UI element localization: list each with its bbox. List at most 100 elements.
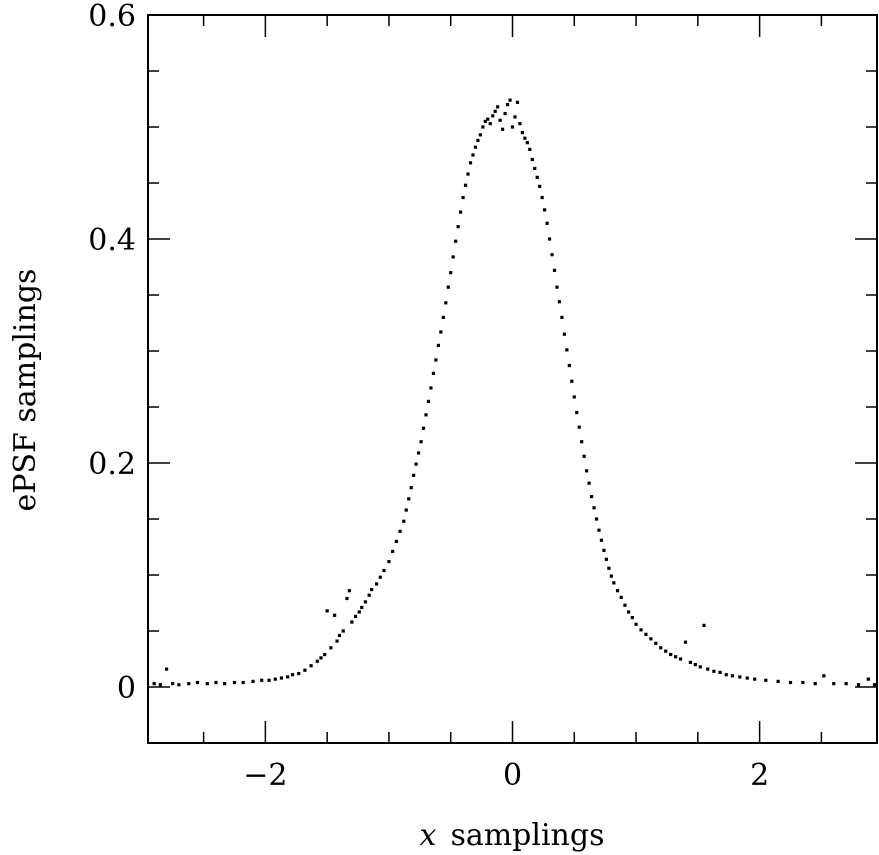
data-point [466,172,470,176]
data-point [592,506,596,510]
data-point [813,682,817,686]
data-point [332,613,337,617]
data-point [594,517,599,521]
data-point [297,671,301,676]
data-point [444,301,448,305]
y-tick-label: 0.6 [88,0,136,34]
data-point [844,682,848,686]
data-point [329,646,333,650]
data-point [439,330,443,334]
data-point [171,682,175,686]
data-point [505,103,510,107]
y-tick-label: 0.2 [88,447,136,482]
data-point [370,587,374,592]
data-point [801,680,805,685]
y-tick-label: 0.4 [88,223,136,258]
data-point [503,111,507,116]
data-point [463,183,468,187]
data-point [152,682,156,686]
data-point [669,652,673,657]
data-point [639,628,643,632]
data-point [533,166,537,171]
data-point [753,677,757,681]
data-point [501,127,505,131]
data-point [303,668,307,672]
x-axis-label: samplings [450,818,604,853]
data-point [214,680,218,685]
data-point [441,315,445,319]
data-point [562,332,566,336]
data-point [575,411,579,415]
data-point [572,395,576,399]
data-point [543,208,547,212]
data-point [315,659,319,663]
data-point [724,673,728,677]
data-point [335,639,339,643]
data-point [367,593,371,597]
data-point [856,683,861,687]
data-point [205,682,209,686]
data-point [547,237,552,241]
data-point [345,596,349,601]
data-point [557,300,562,304]
data-point [454,239,458,243]
data-point [374,582,379,586]
data-point [602,548,606,552]
data-point [337,633,342,638]
data-point [712,669,716,673]
data-point [745,676,749,680]
data-point [434,358,438,362]
x-tick-label: −2 [243,758,287,793]
data-points [152,98,877,687]
data-point [483,119,487,123]
data-point [476,138,480,143]
data-point [540,195,544,200]
data-point [510,125,515,129]
data-point [599,538,604,542]
data-point [241,680,245,685]
data-point [530,157,534,162]
data-point [424,413,428,417]
data-point [363,600,368,604]
data-point [323,652,327,657]
data-point [279,676,284,680]
data-point [187,682,191,686]
data-point [555,285,559,289]
data-point [493,109,497,113]
data-point [290,673,295,677]
data-point [478,133,482,137]
data-point [702,623,706,627]
data-point [309,664,313,668]
data-point [683,640,688,644]
data-point [644,632,648,636]
data-point [822,674,826,678]
axis-ticks [148,14,877,744]
data-point [429,386,433,390]
data-point [402,519,406,523]
x-tick-label: 2 [750,758,769,793]
data-point [649,637,653,641]
data-point [446,285,450,289]
data-point [718,670,722,675]
data-point [698,665,702,669]
y-tick-label: 0 [117,671,136,706]
data-point [788,680,793,685]
data-point [496,105,500,109]
data-point [421,426,426,430]
data-point [357,610,361,614]
data-point [473,145,478,149]
data-point [451,255,455,259]
data-point [604,557,609,561]
data-point [407,497,411,501]
data-point [582,454,586,458]
data-point [459,210,463,214]
data-point [570,379,574,383]
data-point [535,175,539,179]
data-point [260,678,264,682]
data-point [866,677,870,681]
data-point [486,117,490,121]
data-point [164,667,169,671]
data-point [436,343,440,347]
data-point [607,566,611,570]
data-point [738,675,742,679]
